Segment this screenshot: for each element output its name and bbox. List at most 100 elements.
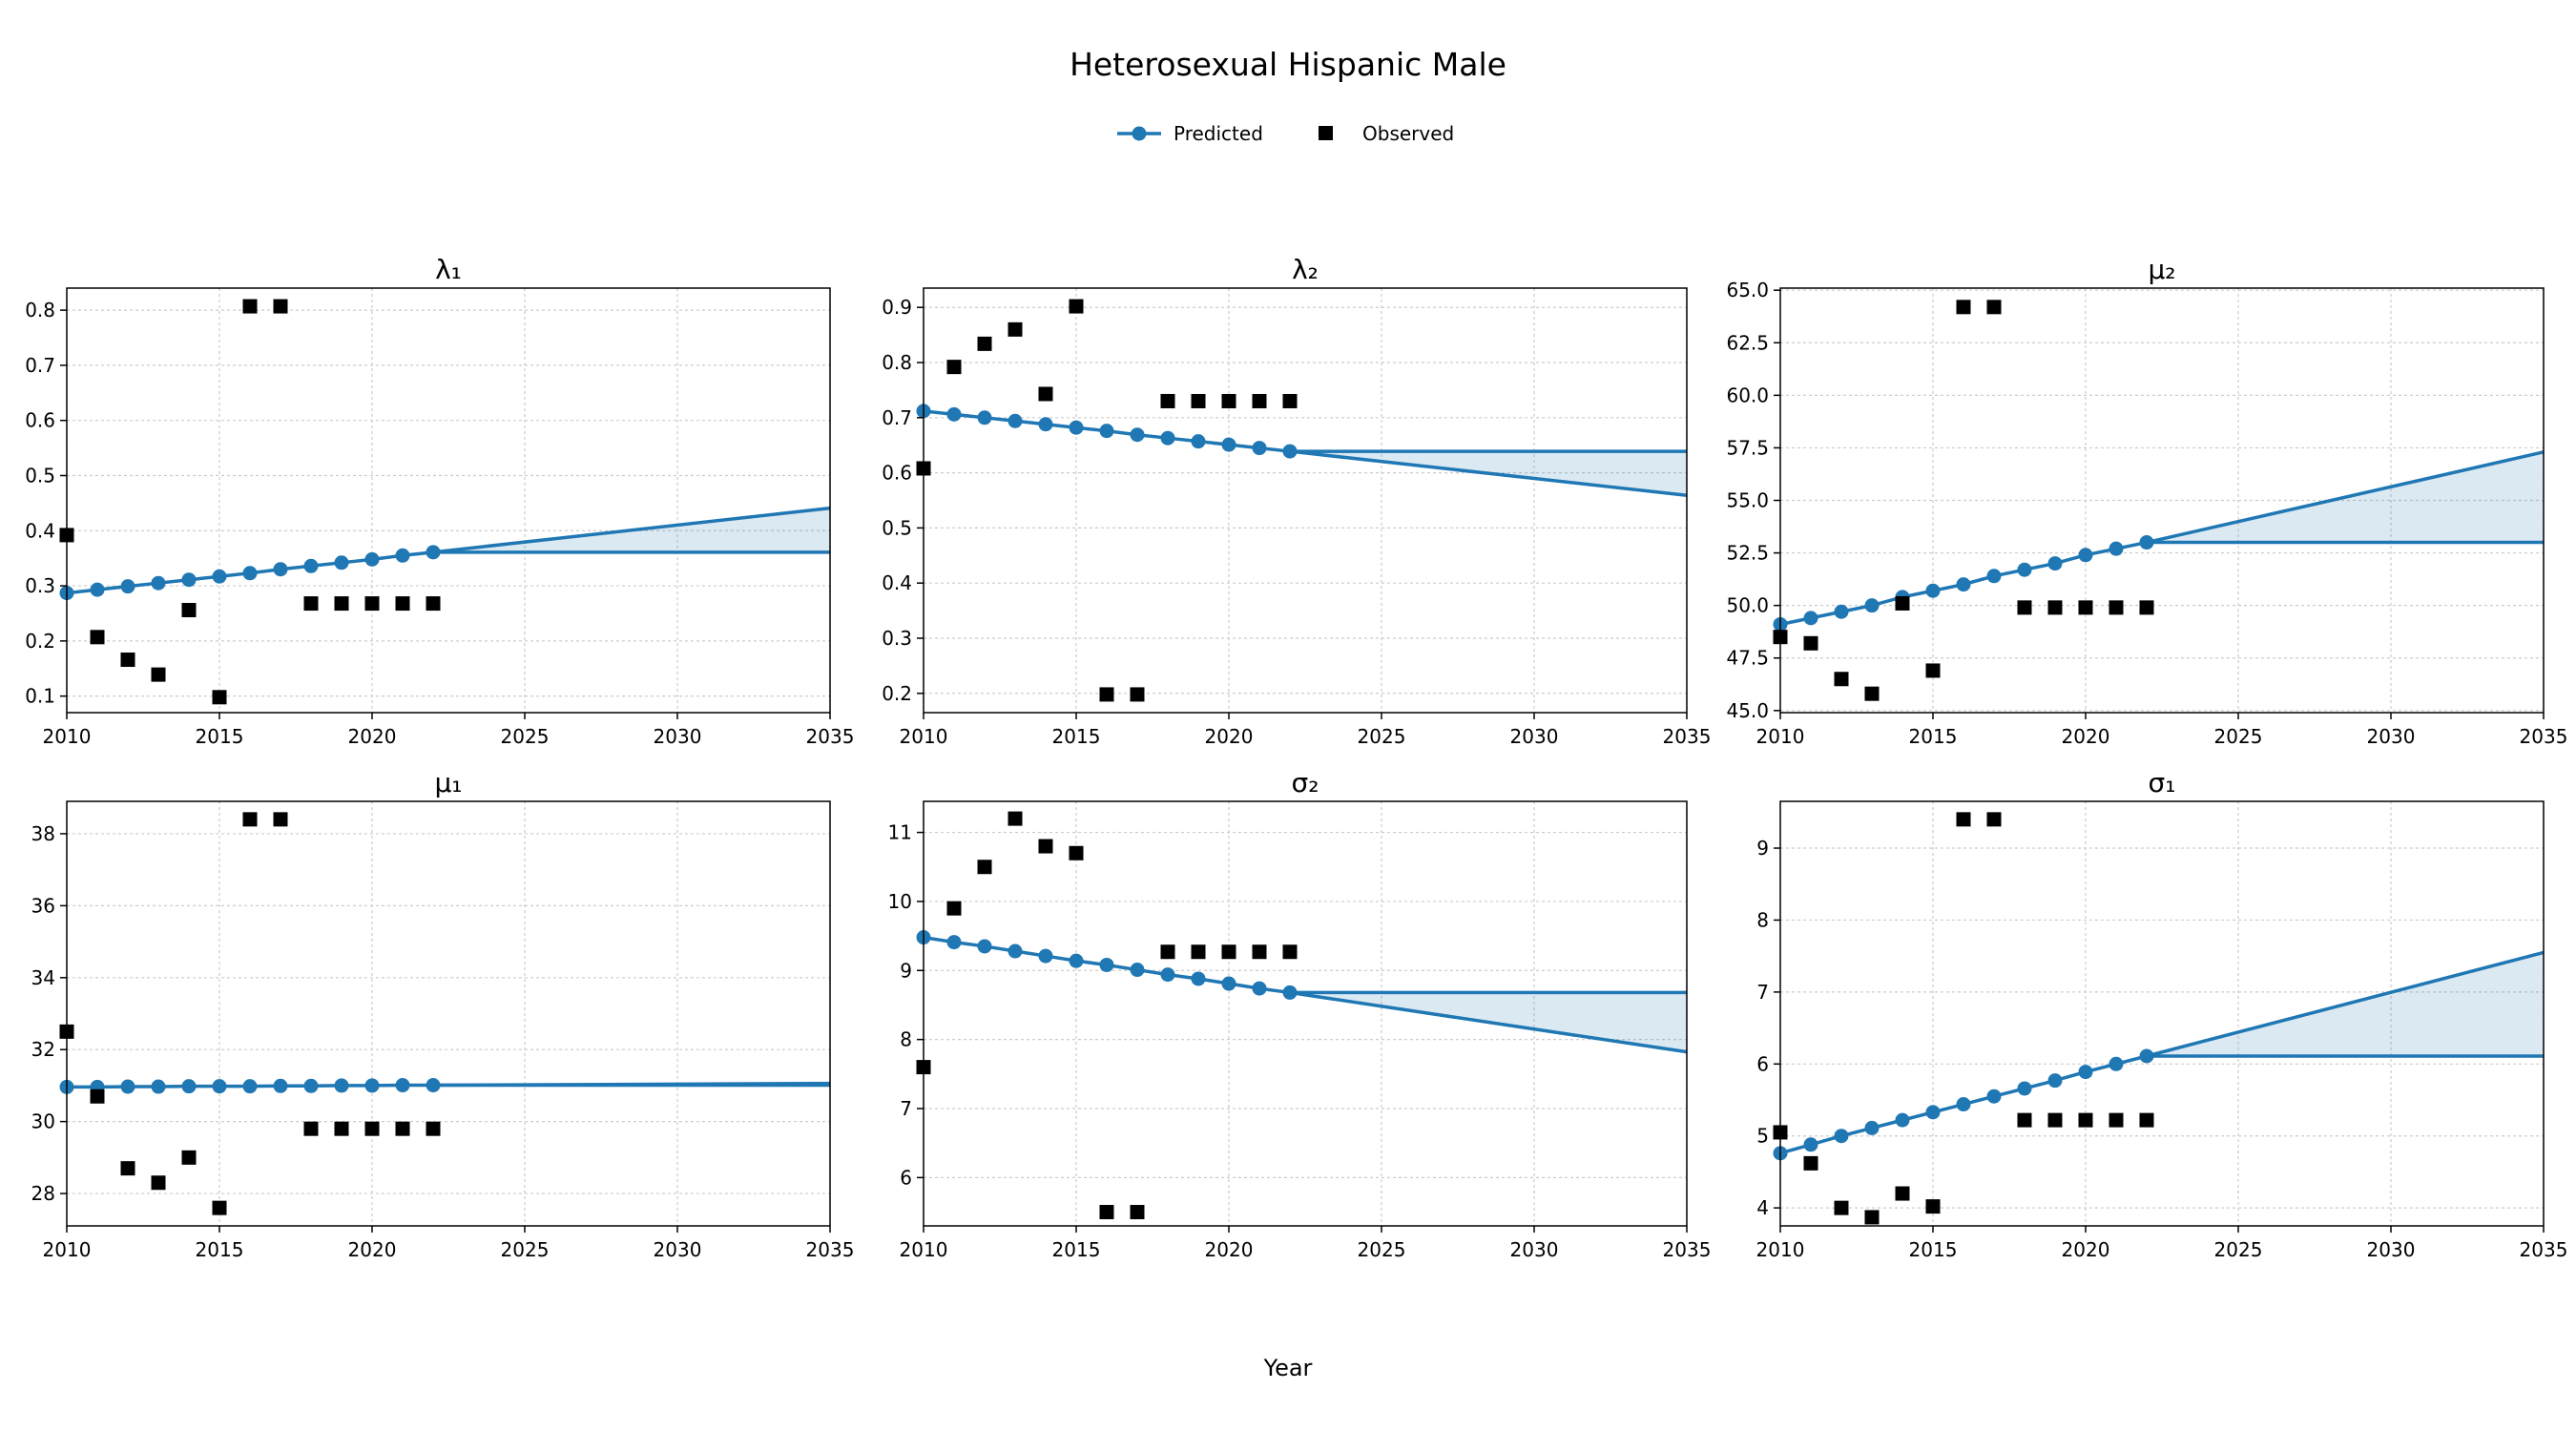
- observed-point: [1803, 1155, 1818, 1171]
- observed-point: [395, 596, 410, 612]
- observed-point: [334, 1121, 349, 1136]
- predicted-point: [1160, 430, 1175, 446]
- y-tick-label: 0.6: [25, 409, 55, 432]
- observed-point: [1008, 321, 1023, 337]
- predicted-point: [1008, 413, 1023, 428]
- observed-point: [977, 336, 992, 351]
- y-tick-label: 0.7: [25, 354, 55, 377]
- x-tick-label: 2030: [2367, 725, 2416, 748]
- predicted-point: [1252, 981, 1267, 996]
- x-axis-label: Year: [1263, 1355, 1313, 1381]
- x-tick-label: 2010: [900, 1238, 948, 1261]
- predicted-point: [1986, 569, 2002, 584]
- x-tick-label: 2020: [1205, 1238, 1254, 1261]
- observed-point: [2109, 1112, 2124, 1128]
- predicted-point: [1834, 1129, 1849, 1144]
- x-tick-label: 2035: [2520, 1238, 2568, 1261]
- predicted-point: [2078, 1065, 2093, 1080]
- x-tick-label: 2020: [2062, 1238, 2110, 1261]
- y-tick-label: 38: [31, 822, 55, 845]
- observed-point: [1099, 687, 1114, 702]
- x-tick-label: 2015: [196, 725, 244, 748]
- x-tick-label: 2025: [501, 1238, 550, 1261]
- subplot-4: 2010 2015 2020 2025 2030 2035 28 30 32 34 36 38 μ₁: [31, 767, 855, 1261]
- predicted-point: [2017, 1081, 2032, 1096]
- predicted-point: [1956, 1097, 1971, 1112]
- predicted-point: [1925, 583, 1941, 598]
- y-tick-label: 0.6: [882, 462, 912, 485]
- projection-trend-line: [432, 1081, 831, 1088]
- observed-point: [90, 1089, 105, 1104]
- predicted-point: [2047, 1073, 2063, 1089]
- predicted-point: [242, 1079, 258, 1094]
- predicted-point: [273, 1078, 288, 1093]
- legend-predicted-label: Predicted: [1174, 122, 1263, 145]
- predicted-point: [1803, 611, 1818, 626]
- y-tick-label: 30: [31, 1110, 55, 1133]
- observed-point: [212, 1200, 227, 1215]
- axes-frame: [923, 800, 1688, 1227]
- predicted-point: [1282, 985, 1298, 1000]
- y-tick-label: 0.5: [25, 464, 55, 487]
- x-tick-label: 2020: [348, 1238, 397, 1261]
- observed-point: [1252, 393, 1267, 408]
- predicted-point: [212, 1079, 227, 1094]
- observed-point: [2109, 600, 2124, 615]
- predicted-point: [364, 551, 380, 567]
- y-tick-label: 9: [900, 959, 912, 982]
- y-tick-label: 36: [31, 894, 55, 917]
- y-tick-label: 7: [900, 1097, 912, 1120]
- observed-point: [1864, 686, 1880, 701]
- x-tick-label: 2010: [1756, 1238, 1805, 1261]
- observed-point: [2047, 600, 2063, 615]
- observed-point: [2078, 1112, 2093, 1128]
- predicted-point: [1864, 598, 1880, 613]
- y-tick-label: 52.5: [1726, 542, 1769, 565]
- subplot-2: 2010 2015 2020 2025 2030 2035 0.2 0.3 0.4 0.5 0.6 0…: [882, 254, 1711, 748]
- y-tick-label: 47.5: [1726, 647, 1769, 670]
- subplot-title: μ₂: [2148, 254, 2175, 285]
- predicted-point: [334, 555, 349, 570]
- x-tick-label: 2010: [43, 1238, 92, 1261]
- observed-point: [1252, 944, 1267, 960]
- y-tick-label: 0.3: [25, 574, 55, 597]
- x-tick-label: 2030: [1510, 1238, 1559, 1261]
- observed-point: [2139, 1112, 2154, 1128]
- predicted-point: [1069, 953, 1084, 968]
- observed-point: [1834, 1200, 1849, 1215]
- x-tick-label: 2025: [501, 725, 550, 748]
- observed-point: [1282, 944, 1298, 960]
- observed-point: [977, 860, 992, 875]
- y-tick-label: 28: [31, 1182, 55, 1205]
- y-tick-label: 8: [900, 1028, 912, 1051]
- y-tick-label: 60.0: [1726, 384, 1769, 406]
- y-tick-label: 65.0: [1726, 279, 1769, 301]
- observed-point: [426, 596, 441, 612]
- observed-point: [242, 299, 258, 314]
- observed-point: [364, 596, 380, 612]
- observed-point: [1895, 1186, 1910, 1201]
- observed-point: [1160, 944, 1175, 960]
- predicted-point: [426, 545, 441, 560]
- observed-point: [181, 603, 197, 618]
- axes-frame: [66, 287, 831, 714]
- observed-point: [1130, 1205, 1145, 1220]
- axes-frame: [66, 800, 831, 1227]
- observed-point: [1221, 944, 1236, 960]
- x-tick-label: 2025: [2214, 725, 2263, 748]
- x-tick-label: 2020: [348, 725, 397, 748]
- predicted-point: [1130, 427, 1145, 443]
- subplot-title: μ₁: [434, 767, 462, 798]
- observed-point: [1895, 595, 1910, 611]
- legend: Predicted Observed: [1117, 122, 1454, 145]
- observed-point: [151, 1175, 166, 1191]
- projection-trend-line: [432, 506, 831, 554]
- observed-point: [1221, 393, 1236, 408]
- predicted-point: [364, 1078, 380, 1093]
- predicted-point: [1895, 1112, 1910, 1128]
- y-tick-label: 0.1: [25, 685, 55, 708]
- y-tick-label: 0.4: [25, 519, 55, 542]
- subplot-title: λ₁: [435, 254, 462, 285]
- observed-point: [364, 1121, 380, 1136]
- observed-point: [1191, 944, 1206, 960]
